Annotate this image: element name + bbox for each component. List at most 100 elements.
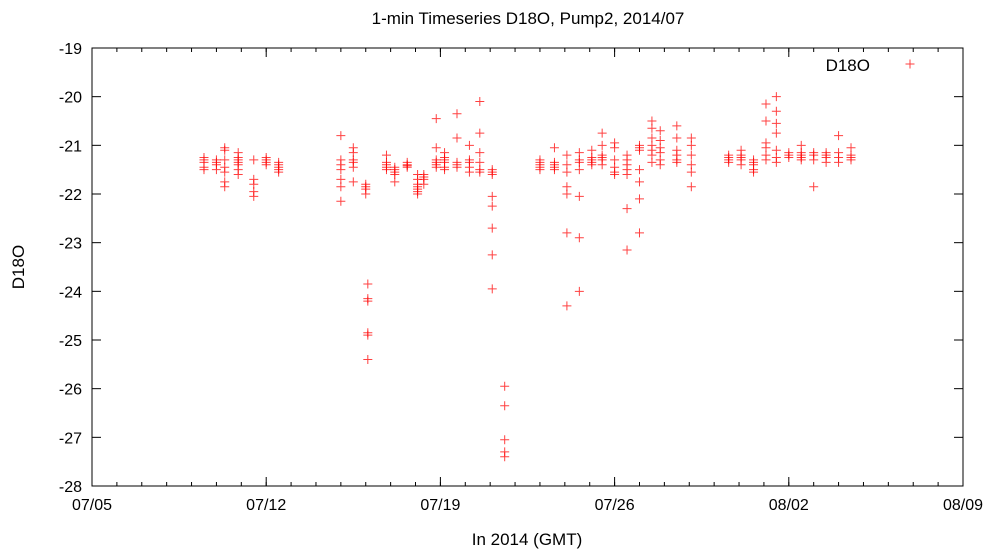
- y-tick-label: -23: [59, 236, 82, 253]
- data-point: [500, 435, 510, 445]
- chart-title: 1-min Timeseries D18O, Pump2, 2014/07: [372, 9, 685, 28]
- data-point: [452, 133, 462, 143]
- data-point: [634, 143, 644, 153]
- data-point: [233, 153, 243, 162]
- data-point: [796, 153, 806, 162]
- y-axis: -28 -27 -26 -25 -24 -23 -22 -21 -20 -19: [59, 41, 963, 496]
- data-point: [761, 116, 771, 126]
- legend-marker: [905, 59, 915, 69]
- y-tick-label: -21: [59, 138, 82, 155]
- data-point: [220, 145, 230, 155]
- data-point: [655, 160, 665, 170]
- data-point: [672, 133, 682, 143]
- data-point: [431, 143, 441, 153]
- y-tick-label: -19: [59, 41, 82, 58]
- data-point: [622, 245, 632, 255]
- data-point: [500, 381, 510, 391]
- data-point: [686, 140, 696, 150]
- data-point: [274, 162, 284, 172]
- data-point: [440, 153, 450, 162]
- data-point: [771, 128, 781, 138]
- data-point: [487, 223, 497, 233]
- data-point: [761, 99, 771, 109]
- data-point: [336, 196, 346, 206]
- data-point: [784, 153, 794, 162]
- data-point: [500, 401, 510, 411]
- data-point: [413, 187, 423, 197]
- data-point: [597, 153, 607, 162]
- data-point: [336, 182, 346, 192]
- data-point: [622, 204, 632, 214]
- data-point: [363, 296, 373, 306]
- data-point: [610, 170, 620, 180]
- data-point: [574, 191, 584, 201]
- data-point: [452, 160, 462, 170]
- data-point: [574, 286, 584, 296]
- data-point: [336, 165, 346, 175]
- data-point: [464, 155, 474, 165]
- data-point: [500, 452, 510, 462]
- data-point: [655, 126, 665, 136]
- data-point: [672, 157, 682, 167]
- data-point: [597, 140, 607, 150]
- data-point: [402, 161, 412, 171]
- data-point: [487, 201, 497, 211]
- x-tick-label: 08/09: [943, 497, 983, 514]
- plot-frame: [91, 47, 964, 487]
- y-tick-label: -20: [59, 90, 82, 107]
- data-point: [452, 109, 462, 119]
- data-point: [686, 150, 696, 160]
- y-tick-label: -24: [59, 284, 82, 301]
- data-point: [431, 114, 441, 124]
- data-point: [475, 148, 485, 158]
- y-tick-label: -22: [59, 187, 82, 204]
- data-point: [771, 106, 781, 116]
- y-tick-label: -26: [59, 382, 82, 399]
- data-point: [686, 167, 696, 177]
- x-tick-label: 07/12: [246, 497, 286, 514]
- y-tick-label: -28: [59, 479, 82, 496]
- data-point: [220, 182, 230, 192]
- legend: D18O: [826, 56, 915, 75]
- data-point: [749, 167, 759, 177]
- data-point: [464, 167, 474, 177]
- data-point: [821, 150, 831, 160]
- data-point: [672, 121, 682, 131]
- data-point: [846, 153, 856, 162]
- data-point: [199, 155, 209, 165]
- data-point: [220, 167, 230, 177]
- data-point: [562, 167, 572, 177]
- data-point: [809, 155, 819, 165]
- data-point: [736, 153, 746, 162]
- data-point: [771, 92, 781, 102]
- data-point: [562, 150, 572, 160]
- data-point: [634, 177, 644, 187]
- x-axis: 07/05 07/12 07/19 07/26 08/02 08/09: [72, 48, 983, 514]
- legend-label: D18O: [826, 56, 870, 75]
- data-point: [634, 228, 644, 238]
- data-point: [381, 162, 391, 172]
- data-point: [834, 131, 844, 141]
- data-point: [574, 233, 584, 243]
- data-point: [249, 191, 259, 201]
- data-point: [549, 143, 559, 153]
- data-point: [363, 279, 373, 289]
- x-axis-label: In 2014 (GMT): [472, 530, 583, 549]
- data-point: [834, 157, 844, 167]
- data-point: [535, 157, 545, 167]
- x-tick-label: 07/19: [420, 497, 460, 514]
- data-point: [199, 165, 209, 175]
- data-point: [348, 177, 358, 187]
- data-point: [610, 138, 620, 148]
- data-point: [562, 301, 572, 311]
- data-point: [419, 172, 429, 182]
- data-point: [487, 250, 497, 260]
- data-point: [634, 165, 644, 175]
- data-point: [475, 97, 485, 107]
- y-axis-label: D18O: [9, 245, 28, 289]
- data-point: [431, 157, 441, 167]
- data-point: [686, 182, 696, 192]
- data-point: [771, 157, 781, 167]
